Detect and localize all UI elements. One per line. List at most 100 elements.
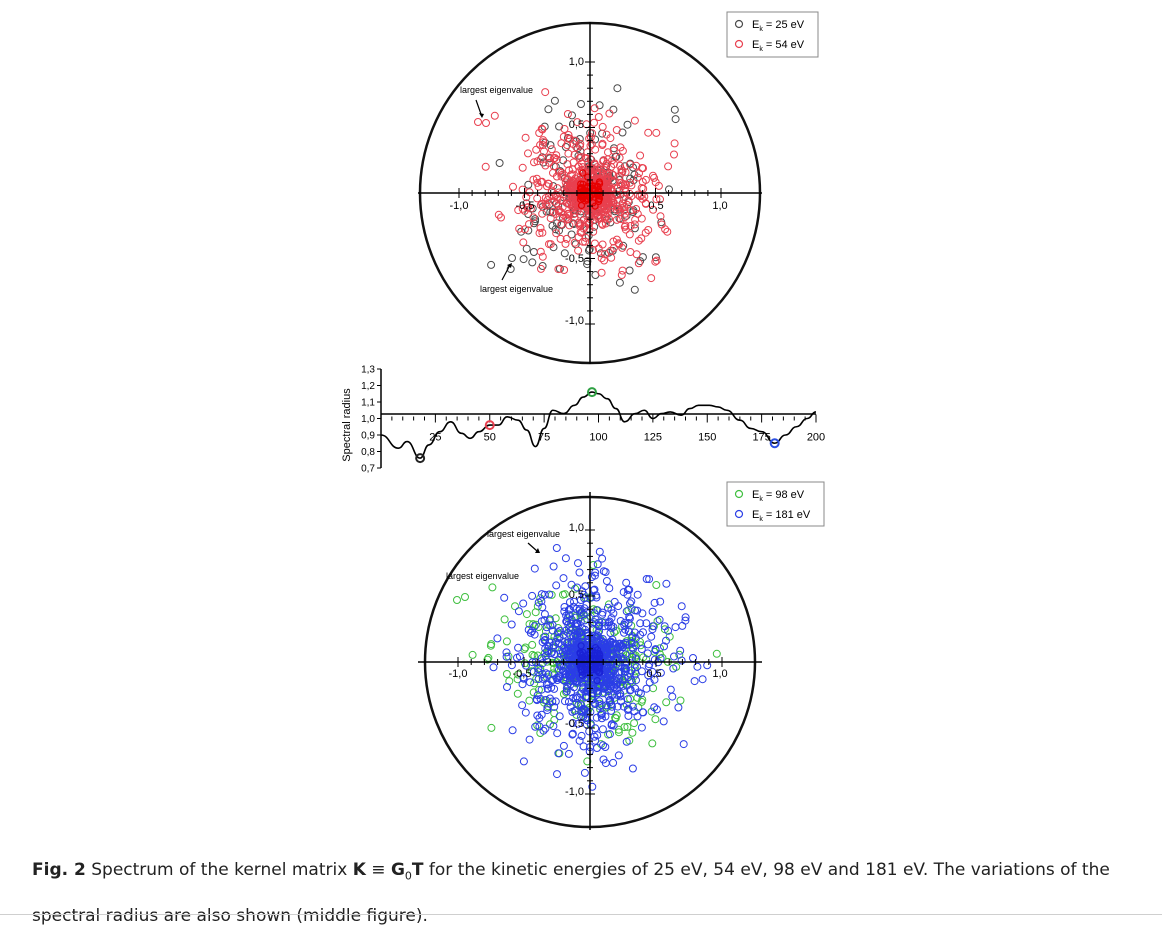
bottom-point-181ev: [622, 578, 631, 587]
bottom-point-181ev: [607, 623, 616, 632]
top-point-54ev: [524, 149, 532, 158]
bottom-point-181ev: [599, 741, 607, 750]
top-point-54ev: [585, 213, 594, 222]
bottom-annotation-1: largest eigenvalue: [487, 529, 560, 539]
top-point-25ev: [585, 246, 593, 255]
top-point-54ev: [627, 181, 636, 190]
top-point-25ev: [528, 258, 537, 267]
top-point-54ev: [605, 214, 613, 223]
top-point-54ev: [599, 165, 608, 174]
bottom-point-181ev: [627, 597, 636, 606]
bottom-point-98ev: [551, 614, 560, 623]
spectral-radius-y-ticks: 0,7 0,8 0,9 1,0 1,1 1,2 1,3: [361, 365, 381, 475]
top-point-54ev: [618, 146, 627, 155]
top-point-54ev: [532, 145, 541, 154]
top-point-54ev: [583, 217, 592, 226]
bottom-point-181ev: [634, 688, 643, 697]
bottom-point-181ev: [656, 668, 665, 677]
spectral-radius-marker: [769, 438, 780, 449]
top-tick-label-y-neg1: -1,0: [565, 315, 584, 327]
bottom-point-181ev: [537, 590, 546, 599]
bottom-point-181ev: [566, 668, 575, 677]
bottom-point-98ev: [653, 617, 662, 626]
bottom-point-98ev: [620, 723, 629, 732]
top-point-54ev: [577, 180, 585, 188]
top-point-54ev: [524, 203, 533, 212]
top-point-54ev: [635, 169, 643, 178]
top-point-54ev: [590, 160, 599, 169]
bottom-point-181ev: [550, 650, 559, 659]
bottom-point-98ev: [534, 685, 543, 694]
top-point-54ev: [632, 205, 641, 213]
top-legend-box: [726, 11, 819, 58]
bottom-point-181ev: [546, 621, 555, 630]
bottom-point-181ev: [573, 632, 582, 641]
bottom-point-181ev: [592, 591, 601, 600]
top-point-54ev: [630, 220, 639, 229]
bottom-point-181ev: [605, 730, 614, 739]
bottom-point-181ev: [555, 712, 564, 721]
bottom-point-181ev: [650, 675, 659, 684]
bottom-point-181ev: [543, 684, 552, 693]
bottom-point-181ev: [642, 575, 651, 583]
top-point-54ev: [636, 151, 645, 160]
top-point-54ev: [541, 88, 550, 97]
top-point-54ev: [536, 224, 545, 232]
bottom-point-181ev: [625, 613, 634, 621]
spectral-radius-y-tick-label: 0,7: [361, 464, 375, 475]
spectral-radius-y-tick-label: 1,3: [361, 365, 375, 376]
top-point-54ev: [582, 120, 591, 129]
bottom-point-98ev: [611, 713, 620, 722]
spectral-radius-y-tick-label: 1,2: [361, 381, 375, 392]
bottom-point-98ev: [487, 723, 496, 732]
bottom-point-181ev: [698, 675, 707, 684]
top-point-54ev: [616, 215, 625, 224]
bottom-point-181ev: [624, 704, 633, 713]
bottom-point-98ev: [486, 641, 495, 650]
top-point-54ev: [670, 139, 679, 148]
bottom-point-98ev: [528, 640, 537, 649]
bottom-point-181ev: [500, 593, 509, 602]
bottom-point-181ev: [554, 639, 563, 648]
top-point-54ev: [494, 210, 503, 219]
bottom-point-181ev: [622, 737, 631, 746]
top-annotation-1-arrowhead: [479, 113, 484, 118]
bottom-point-181ev: [568, 663, 577, 671]
top-point-54ev: [560, 266, 569, 274]
bottom-point-181ev: [524, 625, 533, 634]
top-point-25ev: [583, 257, 592, 266]
bottom-point-181ev: [644, 640, 652, 649]
bottom-point-181ev: [628, 764, 637, 773]
top-point-54ev: [520, 225, 529, 234]
bottom-point-181ev: [609, 758, 618, 767]
bottom-point-181ev: [549, 722, 558, 731]
bottom-point-181ev: [650, 598, 659, 607]
spectral-radius-x-tick-label: 125: [644, 432, 662, 444]
bottom-point-181ev: [627, 638, 636, 647]
top-point-54ev: [621, 184, 630, 193]
bottom-point-181ev: [564, 749, 573, 758]
bottom-point-98ev: [656, 644, 664, 653]
top-point-54ev: [634, 259, 643, 268]
top-point-54ev: [576, 220, 585, 229]
bottom-point-181ev: [526, 678, 534, 687]
top-point-54ev: [536, 247, 545, 256]
top-point-25ev: [524, 226, 533, 235]
top-point-25ev: [573, 144, 582, 153]
bottom-point-181ev: [570, 597, 578, 606]
bottom-point-98ev: [614, 728, 623, 737]
bottom-point-181ev: [664, 626, 673, 635]
top-point-54ev: [569, 158, 578, 167]
top-point-25ev: [567, 230, 576, 239]
top-point-25ev: [522, 244, 531, 253]
bottom-legend-marker-181ev: [734, 509, 744, 519]
top-point-54ev: [623, 200, 632, 209]
bottom-point-181ev: [668, 692, 677, 701]
bottom-point-181ev: [621, 640, 630, 649]
bottom-point-181ev: [540, 610, 549, 619]
bottom-point-181ev: [580, 604, 589, 613]
top-point-54ev: [619, 195, 628, 204]
top-point-54ev: [617, 271, 626, 279]
top-point-54ev: [573, 118, 582, 127]
top-point-54ev: [618, 266, 627, 275]
